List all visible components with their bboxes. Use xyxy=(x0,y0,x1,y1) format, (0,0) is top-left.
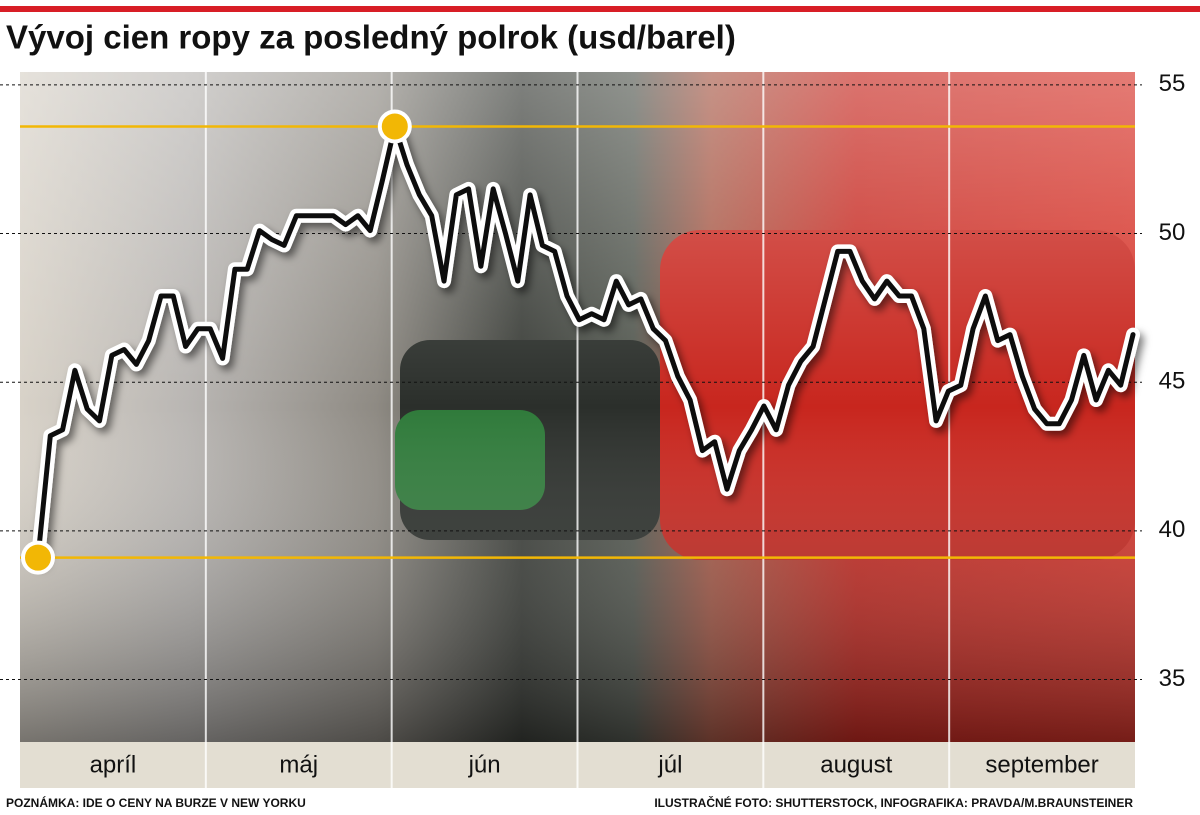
plot: apríl máj jún júl august september 35 40 45 50 55 xyxy=(0,70,1185,788)
x-tick-label: júl xyxy=(657,751,682,778)
extreme-dot xyxy=(377,109,412,144)
y-tick-label: 35 xyxy=(1159,665,1186,692)
x-tick-label: september xyxy=(985,751,1098,778)
x-tick-label: apríl xyxy=(90,751,137,778)
credit: ILUSTRAČNÉ FOTO: SHUTTERSTOCK, INFOGRAFI… xyxy=(654,795,1133,810)
top-bar xyxy=(0,6,1200,12)
y-tick-label: 55 xyxy=(1159,70,1186,97)
y-tick-label: 50 xyxy=(1159,219,1186,246)
y-tick-label: 40 xyxy=(1159,516,1186,543)
chart-title: Vývoj cien ropy za posledný polrok (usd/… xyxy=(6,19,736,56)
x-tick-label: máj xyxy=(279,751,318,778)
y-tick-label: 45 xyxy=(1159,368,1186,395)
x-tick-label: august xyxy=(820,751,892,778)
extreme-dot xyxy=(21,540,55,575)
line-group xyxy=(31,119,1140,565)
note: POZNÁMKA: IDE O CENY NA BURZE V NEW YORK… xyxy=(6,795,306,810)
x-tick-label: jún xyxy=(468,751,501,778)
price-line xyxy=(35,124,1136,561)
